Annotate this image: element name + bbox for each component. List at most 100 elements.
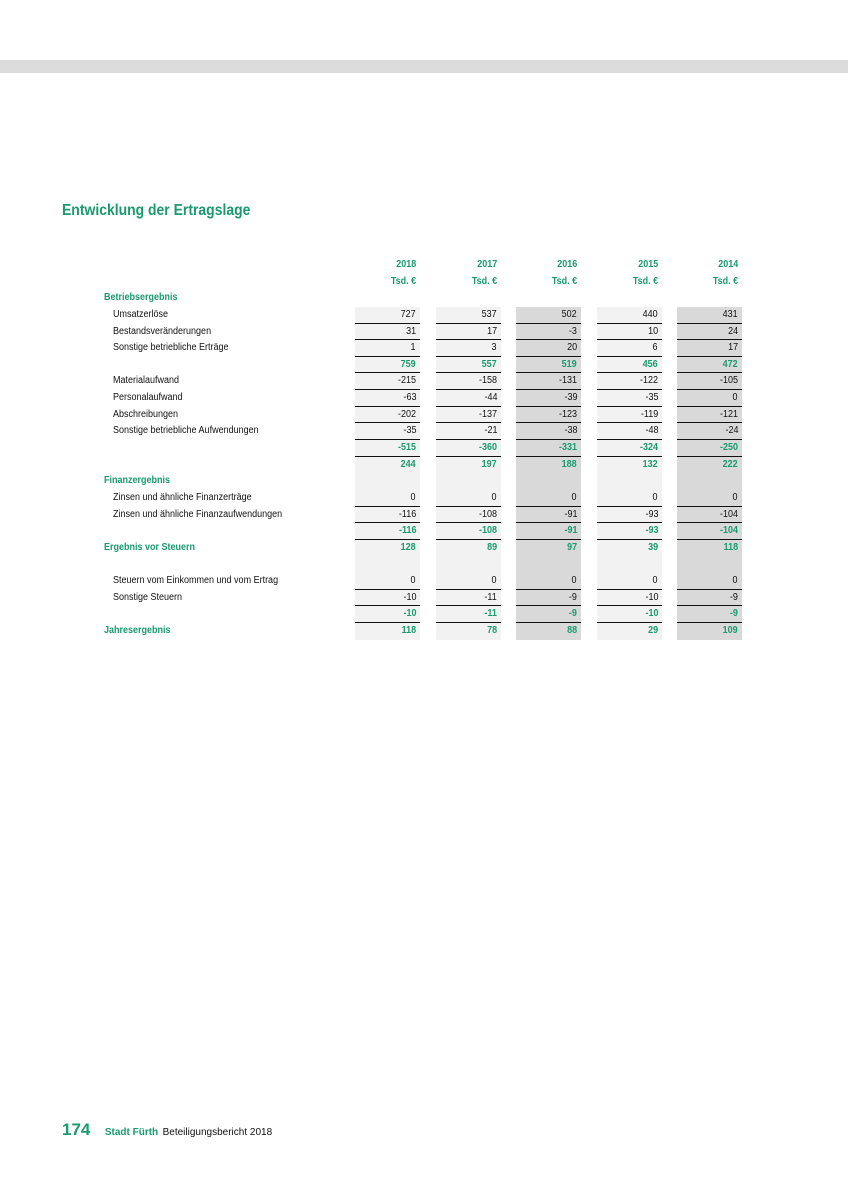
cell-value: -9 [729,591,738,603]
value-cell: -93 [597,506,662,524]
value-cell: -116 [355,523,420,540]
value-cell: -9 [677,606,742,624]
cell-value: -35 [644,392,658,404]
cell-value: -123 [558,408,577,420]
value-cell: 78 [436,623,501,640]
value-cell: -324 [597,440,662,457]
cell-value: -39 [563,392,577,404]
unit-label: Tsd. € [632,275,658,287]
cell-value: 557 [481,358,497,370]
value-cell: 89 [436,539,501,557]
cell-value: 0 [571,491,577,503]
value-cell: -122 [597,373,662,391]
value-cell: 197 [436,456,501,474]
cell-value: -38 [563,425,577,437]
value-cell: -104 [677,506,742,524]
value-cell: -21 [436,423,501,441]
unit-header: Tsd. € [436,274,501,291]
cell-value: -11 [484,608,497,620]
value-cell: 1 [355,340,420,357]
unit-label: Tsd. € [390,275,416,287]
unit-header: Tsd. € [355,274,420,291]
cell-value: -9 [568,591,577,603]
value-cell: -119 [597,406,662,424]
cell-value: 88 [566,625,577,637]
value-cell: 24 [677,323,742,341]
unit-header: Tsd. € [677,274,742,291]
unit-label: Tsd. € [712,275,738,287]
cell-value: 0 [491,575,497,587]
cell-value: -515 [397,442,416,454]
value-cell: 29 [597,623,662,640]
value-cell: 456 [597,356,662,374]
cell-value: 197 [481,458,497,470]
value-cell: -9 [516,589,581,607]
value-cell: 431 [677,306,742,324]
value-cell: -9 [677,589,742,607]
value-cell: -63 [355,390,420,407]
value-cell: 0 [516,489,581,507]
row-label: Bestandsveränderungen [113,325,212,337]
cell-value: -24 [724,425,738,437]
cell-value: 0 [491,491,497,503]
cell-value: 118 [723,541,738,553]
cell-value: 519 [561,358,577,370]
cell-value: 502 [561,308,577,320]
cell-value: -93 [644,525,658,537]
cell-value: -10 [644,608,658,620]
cell-value: 1 [410,342,416,354]
top-bar [0,60,848,73]
unit-header: Tsd. € [597,274,662,291]
cell-value: -3 [568,325,577,337]
table-row: 759 557 519 456 472 [0,356,848,374]
cell-value: 537 [481,308,497,320]
value-cell [597,556,662,574]
row-label: Abschreibungen [113,408,179,420]
income-table: 2018 2017 2016 2015 2014 Tsd. € Tsd. € Tsd. € Ts… [0,257,848,640]
footer: 174 Stadt Fürth Beteiligungsbericht 2018 [62,1120,272,1140]
table-row: -10 -11 -9 -10 -9 [0,606,848,624]
value-cell: -158 [436,373,501,391]
table-row: -116 -108 -91 -93 -104 [0,523,848,540]
value-cell: -91 [516,506,581,524]
cell-value: 0 [652,575,658,587]
table-row [0,556,848,574]
row-label: Zinsen und ähnliche Finanzaufwendungen [113,508,283,520]
value-cell: 222 [677,456,742,474]
cell-value: -105 [719,375,738,387]
unit-header-row: Tsd. € Tsd. € Tsd. € Tsd. € Tsd. € [0,274,848,291]
table-row: Finanzergebnis [0,473,848,490]
value-cell: 759 [355,356,420,374]
value-cell: 244 [355,456,420,474]
cell-value: -104 [719,508,738,520]
cell-value: 0 [652,491,658,503]
cell-value: -10 [402,591,416,603]
value-cell: 20 [516,340,581,357]
table-row: Abschreibungen -202 -137 -123 -119 -121 [0,406,848,424]
year-label: 2018 [395,259,416,270]
cell-value: -9 [568,608,577,620]
value-cell: -35 [597,390,662,407]
year-header: 2016 [516,257,581,274]
cell-value: -116 [398,508,416,520]
cell-value: -116 [398,525,416,537]
value-cell: 118 [677,539,742,557]
value-cell: -137 [436,406,501,424]
cell-value: 97 [566,541,577,553]
page-title: Entwicklung der Ertragslage [62,202,251,219]
value-cell: -131 [516,373,581,391]
table-row: 244 197 188 132 222 [0,456,848,474]
cell-value: -63 [402,392,416,404]
cell-value: 0 [410,575,416,587]
cell-value: -215 [397,375,416,387]
value-cell: -39 [516,390,581,407]
cell-value: 29 [647,625,658,637]
row-label: Steuern vom Einkommen und vom Ertrag [113,575,279,587]
value-cell: -35 [355,423,420,441]
cell-value: 440 [642,308,658,320]
value-cell [436,473,501,490]
value-cell: 39 [597,539,662,557]
cell-value: -10 [402,608,416,620]
value-cell [355,473,420,490]
value-cell: 88 [516,623,581,640]
